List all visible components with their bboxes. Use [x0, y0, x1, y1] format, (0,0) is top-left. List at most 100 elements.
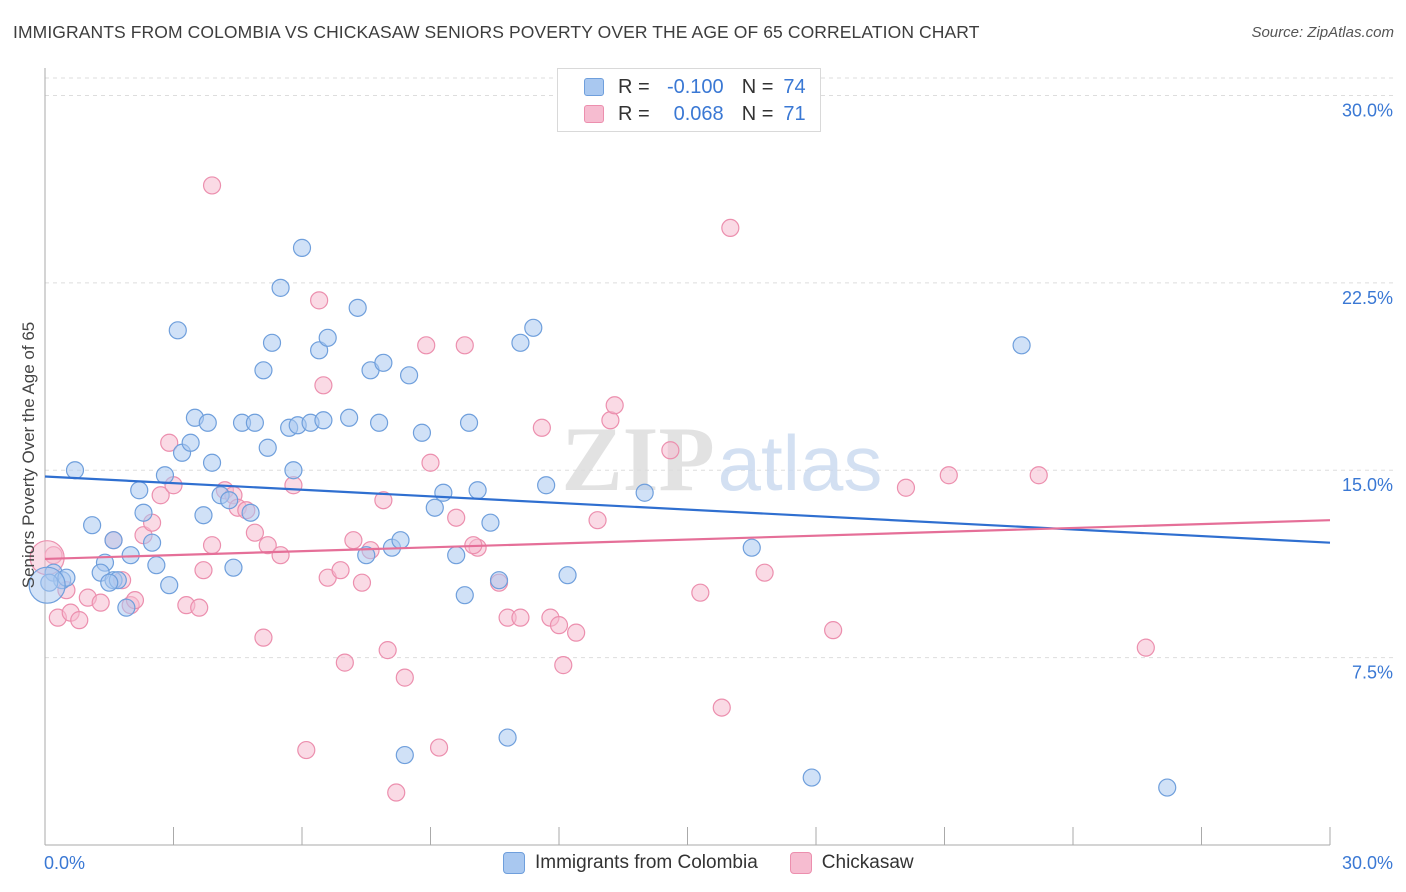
r-value: 0.068: [673, 102, 724, 125]
data-point: [712, 698, 731, 717]
data-point: [459, 413, 479, 432]
data-point: [357, 546, 376, 565]
data-point: [284, 461, 303, 480]
r-value: -0.100: [666, 75, 724, 98]
data-point: [395, 668, 414, 687]
data-point: [1136, 638, 1155, 657]
legend-label: Immigrants from Colombia: [535, 852, 758, 873]
data-point: [130, 481, 149, 500]
data-point: [588, 511, 607, 530]
data-point: [421, 453, 440, 472]
legend-swatch-pink: [584, 105, 604, 123]
legend-row-colombia: R = -0.100 N = 74: [584, 75, 806, 99]
n-label: N =: [741, 75, 774, 98]
data-point: [387, 783, 406, 802]
data-point: [395, 745, 414, 765]
data-point: [104, 531, 123, 550]
tick-labels: 7.5% 15.0% 22.5% 30.0% 0.0% 30.0%: [44, 100, 1393, 873]
data-point: [939, 466, 958, 485]
y-tick-label: 30.0%: [1342, 100, 1393, 120]
data-point: [447, 508, 466, 527]
data-point: [245, 413, 264, 432]
data-point: [292, 238, 312, 257]
data-point: [147, 556, 166, 575]
r-label: R =: [618, 75, 650, 98]
data-point: [549, 616, 569, 635]
data-point: [489, 571, 509, 590]
data-point: [344, 531, 363, 550]
legend-item-chickasaw[interactable]: Chickasaw: [789, 852, 914, 874]
legend-item-colombia[interactable]: Immigrants from Colombia: [503, 852, 758, 874]
data-point: [262, 333, 282, 352]
grid-lines: [45, 77, 1395, 659]
data-point: [524, 318, 543, 337]
data-point: [83, 516, 102, 535]
data-point: [224, 558, 243, 577]
x-tick-label: 30.0%: [1342, 853, 1393, 873]
data-point: [511, 333, 530, 352]
data-point: [335, 653, 354, 672]
data-point: [1158, 778, 1177, 797]
data-point: [241, 503, 260, 522]
y-tick-label: 15.0%: [1342, 475, 1393, 495]
axes: [44, 68, 1331, 846]
data-point: [605, 396, 624, 415]
data-point: [297, 740, 316, 760]
x-tick-label: 0.0%: [44, 853, 85, 873]
data-point: [160, 576, 179, 595]
legend-row-chickasaw: R = 0.068 N = 71: [584, 102, 806, 126]
data-point: [755, 563, 774, 582]
data-point: [70, 611, 89, 630]
data-point: [425, 498, 444, 517]
data-point: [194, 561, 213, 580]
data-point: [417, 336, 436, 355]
data-point: [824, 621, 843, 640]
data-point: [314, 411, 333, 430]
source-label: Source: ZipAtlas.com: [1251, 24, 1394, 41]
legend-swatch-blue: [503, 852, 525, 874]
n-value: 71: [783, 102, 806, 125]
data-point: [352, 573, 372, 592]
data-point: [310, 291, 329, 310]
data-point: [412, 423, 432, 442]
data-point: [100, 573, 119, 592]
data-point: [1012, 336, 1031, 355]
data-point: [455, 336, 474, 355]
data-point: [374, 491, 393, 510]
data-point: [142, 533, 162, 552]
correlation-legend: R = -0.100 N = 74 R = 0.068 N = 71: [557, 68, 821, 132]
data-point: [254, 361, 273, 380]
data-point: [802, 768, 821, 787]
data-point: [635, 483, 654, 502]
data-point: [498, 728, 517, 747]
data-point: [117, 598, 136, 617]
data-point: [258, 438, 277, 457]
r-label: R =: [618, 102, 650, 125]
data-point: [258, 536, 277, 555]
data-point: [91, 593, 110, 612]
data-point: [447, 546, 466, 565]
data-point: [399, 366, 419, 385]
data-point: [314, 376, 333, 395]
chart-title: IMMIGRANTS FROM COLOMBIA VS CHICKASAW SE…: [13, 22, 980, 42]
trend-lines: [44, 475, 1331, 561]
data-point: [537, 476, 556, 495]
data-point: [194, 506, 213, 525]
data-point: [271, 546, 290, 565]
data-point: [1029, 466, 1048, 485]
data-point: [434, 483, 453, 502]
data-point: [374, 353, 393, 372]
data-point: [134, 503, 153, 522]
legend-swatch-pink: [789, 852, 812, 874]
data-point: [198, 413, 217, 432]
watermark-atlas: atlas: [718, 419, 883, 507]
series-colombia: [28, 238, 1177, 797]
data-point: [254, 628, 273, 647]
data-point: [558, 566, 577, 585]
data-point: [554, 656, 573, 675]
data-point: [742, 538, 761, 557]
data-point: [391, 531, 410, 550]
data-point: [601, 411, 620, 430]
data-point: [271, 278, 290, 297]
